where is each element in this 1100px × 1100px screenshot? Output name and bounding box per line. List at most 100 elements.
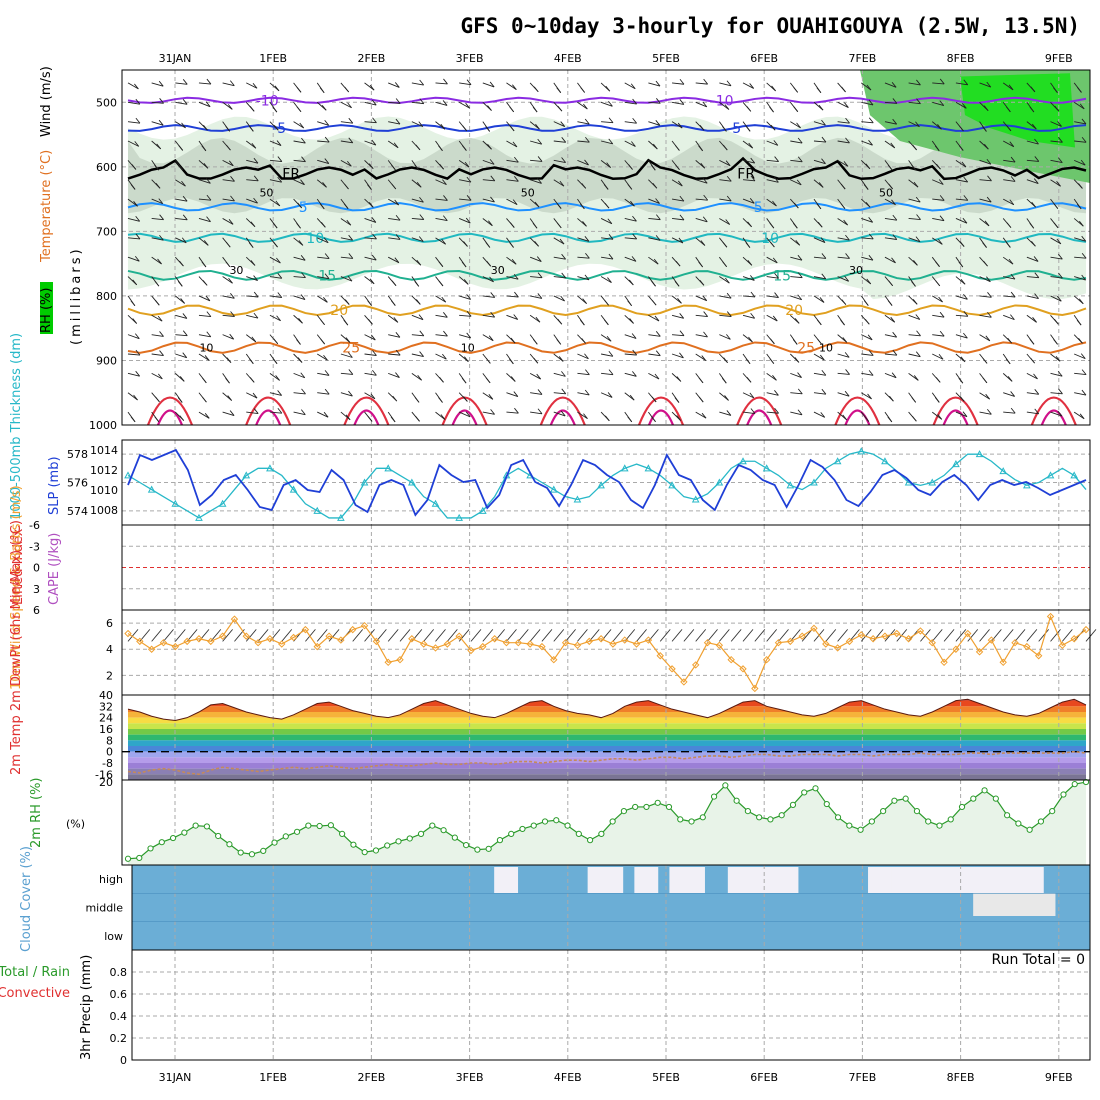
wind-barb-flag bbox=[323, 354, 328, 361]
isotherm-label: -5 bbox=[727, 121, 741, 137]
cloud-high-clear-cell bbox=[727, 867, 741, 894]
wind10m-point bbox=[703, 638, 712, 647]
wind-barb-flag bbox=[844, 102, 849, 108]
wind-barb-flag bbox=[300, 255, 306, 261]
wind-barb-flag bbox=[252, 82, 258, 89]
thickness-point bbox=[337, 513, 345, 521]
precip-panel: 00.20.40.60.8 Total / Rain Convective 3h… bbox=[0, 949, 1091, 1067]
rh2m-point bbox=[384, 842, 391, 849]
wind-barb-flag bbox=[629, 318, 634, 324]
wind-barb-flag bbox=[749, 392, 755, 399]
pressure-tick-label: 900 bbox=[96, 354, 117, 367]
wind-barb-flag bbox=[986, 276, 991, 282]
rh2m-point bbox=[1060, 791, 1067, 798]
cloud-high-clear-cell bbox=[1008, 867, 1021, 894]
date-axis-top: 31JAN 1FEB 2FEB 3FEB 4FEB 5FEB 6FEB 7FEB 8FEB 9FE… bbox=[159, 52, 1073, 65]
date-label-bottom: 3FEB bbox=[456, 1071, 484, 1084]
wind-barb bbox=[340, 140, 353, 144]
rh2m-point bbox=[474, 846, 481, 853]
wind-barb-flag bbox=[296, 106, 302, 113]
wind-barb-flag bbox=[369, 84, 375, 91]
wind-barb-flag bbox=[796, 179, 802, 186]
thickness-tick-label: 576 bbox=[67, 477, 88, 490]
wind-barb bbox=[293, 179, 305, 186]
wind10m-barb bbox=[612, 629, 624, 642]
cloud-high-clear-cell bbox=[774, 867, 787, 894]
wind10m-point bbox=[786, 637, 795, 646]
wind-barb-flag bbox=[915, 314, 921, 320]
wind-barb-flag bbox=[323, 297, 328, 303]
wind10m-barb bbox=[1085, 629, 1097, 642]
wind-barb bbox=[908, 314, 920, 320]
wind-barb-flag bbox=[840, 183, 846, 190]
wind10m-barb bbox=[695, 629, 707, 642]
wind-barb-flag bbox=[348, 137, 354, 144]
wind-barb-flag bbox=[845, 234, 850, 241]
wind-barb-flag bbox=[272, 358, 278, 364]
wind-barb bbox=[790, 372, 802, 379]
wind-barb bbox=[600, 160, 611, 168]
rh-contour-label: 50 bbox=[879, 187, 893, 200]
wind-barb bbox=[246, 198, 258, 204]
rh2m-point bbox=[575, 830, 582, 838]
wind-barb bbox=[837, 121, 850, 124]
wind-barb-flag bbox=[367, 416, 373, 422]
wind-barb-flag bbox=[440, 414, 446, 420]
wind10m-point bbox=[337, 636, 345, 644]
wind-barb bbox=[246, 314, 259, 319]
wind-barb bbox=[127, 101, 140, 105]
thickness-point bbox=[762, 464, 771, 472]
wind-barb-flag bbox=[889, 395, 894, 402]
wind-barb bbox=[269, 159, 282, 163]
rh2m-point bbox=[733, 797, 740, 804]
wind10m-point bbox=[1034, 652, 1043, 660]
wind-barb-flag bbox=[277, 156, 283, 162]
wind-barb-flag bbox=[1029, 106, 1035, 113]
wind-barb-flag bbox=[248, 242, 254, 248]
rh-legend-swatch bbox=[40, 282, 53, 334]
wind-barb bbox=[411, 198, 424, 203]
wind10m-barb bbox=[517, 629, 529, 642]
cloud-high-clear-cell bbox=[646, 867, 659, 894]
rh2m-point bbox=[620, 807, 628, 815]
temp-band bbox=[128, 706, 1086, 712]
wind-barb-flag bbox=[655, 350, 661, 356]
rh2m-point bbox=[530, 822, 537, 829]
wind-barb bbox=[1026, 295, 1039, 300]
wind-barb bbox=[127, 121, 140, 124]
wind-barb bbox=[577, 256, 590, 259]
wind-barb bbox=[648, 256, 659, 265]
wind-barb-flag bbox=[206, 78, 212, 85]
wind-barb bbox=[1073, 353, 1086, 360]
wind-barb bbox=[1050, 237, 1062, 245]
temp-band bbox=[128, 757, 1086, 763]
rh2m-point bbox=[654, 799, 661, 806]
wind-barb-flag bbox=[698, 396, 704, 403]
wind-barb-flag bbox=[348, 117, 354, 124]
wind-barb-flag bbox=[159, 350, 164, 356]
wind-barb-flag bbox=[632, 215, 637, 222]
wind-barb-flag bbox=[230, 311, 235, 317]
wind10m-point bbox=[147, 645, 156, 653]
wind10m-ylabel: 10m Wind Speed & Barbs (m/s) bbox=[9, 485, 24, 690]
wind-barb bbox=[742, 159, 755, 164]
wind-barb-flag bbox=[797, 388, 803, 395]
temp2m-tick-label: 40 bbox=[99, 689, 113, 702]
wind-barb bbox=[482, 411, 495, 415]
rh2m-point bbox=[812, 785, 819, 792]
rh-contour-label: 10 bbox=[461, 342, 475, 355]
wind-barb bbox=[269, 179, 282, 183]
thickness-point bbox=[549, 485, 558, 493]
wind-barb-flag bbox=[322, 182, 327, 188]
wind-barb bbox=[577, 276, 590, 281]
isotherm-loop-35 bbox=[844, 409, 871, 426]
wind-barb-flag bbox=[912, 415, 917, 422]
wind-barb-flag bbox=[868, 370, 874, 376]
chart-title: GFS 0~10day 3-hourly for OUAHIGOUYA (2.5… bbox=[460, 14, 1080, 38]
rh2m-point bbox=[271, 839, 278, 846]
wind-barb bbox=[293, 295, 306, 301]
wind-barb bbox=[388, 353, 401, 356]
wind-barb bbox=[601, 237, 614, 240]
wind-barb-flag bbox=[1029, 339, 1035, 345]
